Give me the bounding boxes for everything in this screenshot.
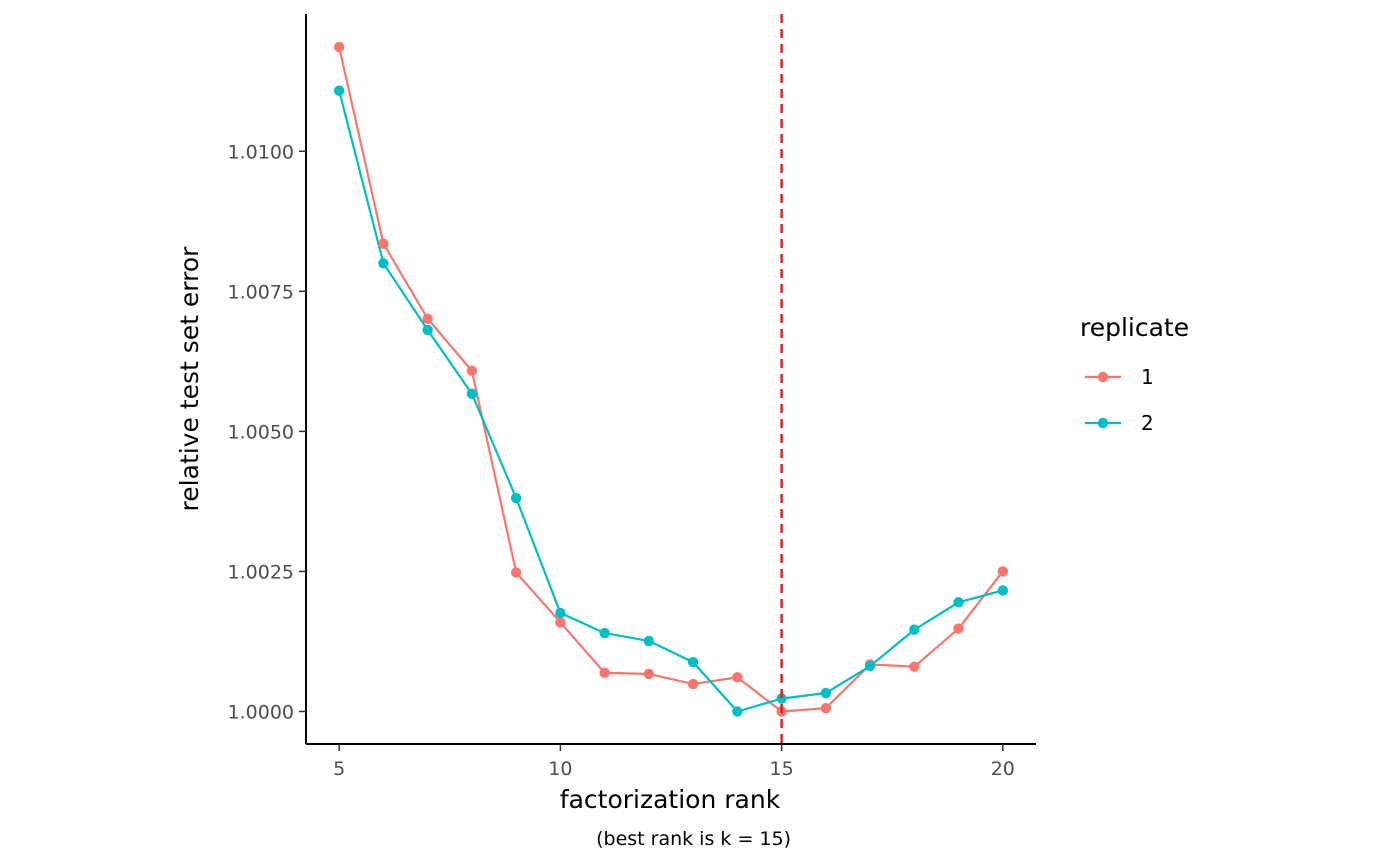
x-axis-title: factorization rank — [560, 785, 781, 814]
series-line-2 — [338, 90, 1004, 713]
data-point-1 — [510, 567, 522, 578]
data-point-1 — [732, 672, 743, 683]
legend-key-point — [1097, 417, 1109, 429]
data-point-2 — [378, 258, 389, 269]
data-point-1 — [422, 313, 433, 324]
data-point-2 — [776, 693, 787, 704]
y-tick-label: 1.0100 — [228, 141, 294, 163]
data-point-2 — [599, 627, 610, 639]
x-tick-label: 10 — [548, 758, 572, 780]
data-point-1 — [687, 678, 699, 690]
data-point-2 — [909, 624, 920, 635]
data-point-1 — [333, 41, 345, 53]
data-point-2 — [510, 492, 522, 504]
data-point-2 — [687, 657, 699, 668]
y-tick-label: 1.0025 — [228, 561, 294, 583]
legend-key-point — [1097, 371, 1109, 383]
data-point-2 — [466, 388, 478, 400]
plot-area — [333, 14, 1009, 744]
legend: replicate 1 2 — [1080, 313, 1189, 435]
legend-title: replicate — [1080, 313, 1189, 342]
data-point-2 — [643, 635, 655, 647]
legend-label: 2 — [1141, 411, 1154, 435]
y-tick-label: 1.0050 — [228, 421, 294, 443]
x-tick-label: 15 — [770, 758, 794, 780]
data-point-2 — [997, 585, 1009, 596]
axes: 5 10 15 20 1.0000 1.0025 1.0050 1.0075 1.0100 — [228, 14, 1036, 780]
y-tick-label: 1.0075 — [228, 281, 294, 303]
data-point-1 — [378, 238, 389, 249]
y-axis-title: relative test set error — [175, 246, 204, 512]
data-point-2 — [555, 607, 566, 619]
series-line-1 — [338, 46, 1004, 713]
data-point-1 — [997, 566, 1009, 577]
x-tick-label: 5 — [333, 758, 345, 780]
y-tick-label: 1.0000 — [228, 702, 294, 724]
data-point-2 — [333, 85, 345, 96]
data-point-1 — [953, 623, 964, 634]
legend-label: 1 — [1141, 365, 1154, 389]
data-point-1 — [643, 668, 655, 680]
data-point-2 — [732, 706, 743, 717]
data-point-1 — [909, 661, 920, 672]
data-point-1 — [820, 702, 832, 714]
data-point-1 — [599, 667, 610, 679]
chart-caption: (best rank is k = 15) — [596, 828, 791, 850]
data-point-2 — [953, 597, 964, 608]
data-point-2 — [864, 660, 876, 672]
data-point-1 — [466, 365, 478, 377]
data-point-2 — [422, 324, 433, 336]
x-tick-label: 20 — [991, 758, 1015, 780]
data-point-1 — [555, 617, 566, 628]
data-point-2 — [820, 687, 832, 699]
